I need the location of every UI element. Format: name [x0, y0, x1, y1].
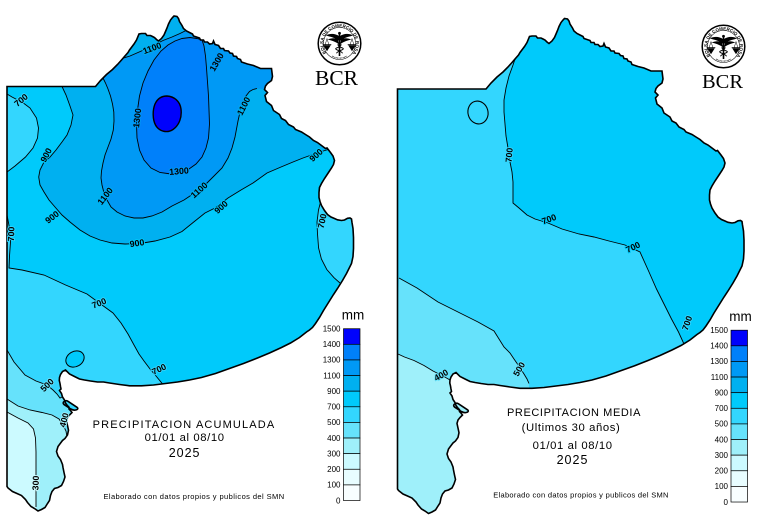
svg-text:PRECIPITACION ACUMULADA: PRECIPITACION ACUMULADA [93, 419, 276, 431]
svg-text:2025: 2025 [169, 446, 201, 460]
svg-text:BCR: BCR [315, 66, 359, 90]
svg-text:1300: 1300 [131, 108, 143, 129]
svg-text:01/01 al 08/10: 01/01 al 08/10 [533, 440, 613, 452]
svg-text:400: 400 [57, 412, 70, 429]
svg-text:300: 300 [30, 475, 41, 490]
svg-text:2025: 2025 [557, 453, 589, 467]
svg-text:PRECIPITACION MEDIA: PRECIPITACION MEDIA [507, 407, 641, 419]
svg-text:700: 700 [504, 147, 515, 163]
svg-text:Elaborado con datos propios y: Elaborado con datos propios y publicos d… [103, 492, 284, 501]
svg-text:900: 900 [129, 237, 145, 249]
svg-text:(Ultimos 30 años): (Ultimos 30 años) [522, 422, 621, 434]
svg-text:01/01 al 08/10: 01/01 al 08/10 [145, 432, 225, 444]
svg-text:Elaborado con datos propios y: Elaborado con datos propios y publicos d… [493, 491, 669, 500]
svg-text:BCR: BCR [702, 71, 743, 93]
svg-text:700: 700 [316, 213, 329, 230]
svg-text:700: 700 [6, 226, 17, 241]
svg-text:1300: 1300 [169, 165, 189, 177]
